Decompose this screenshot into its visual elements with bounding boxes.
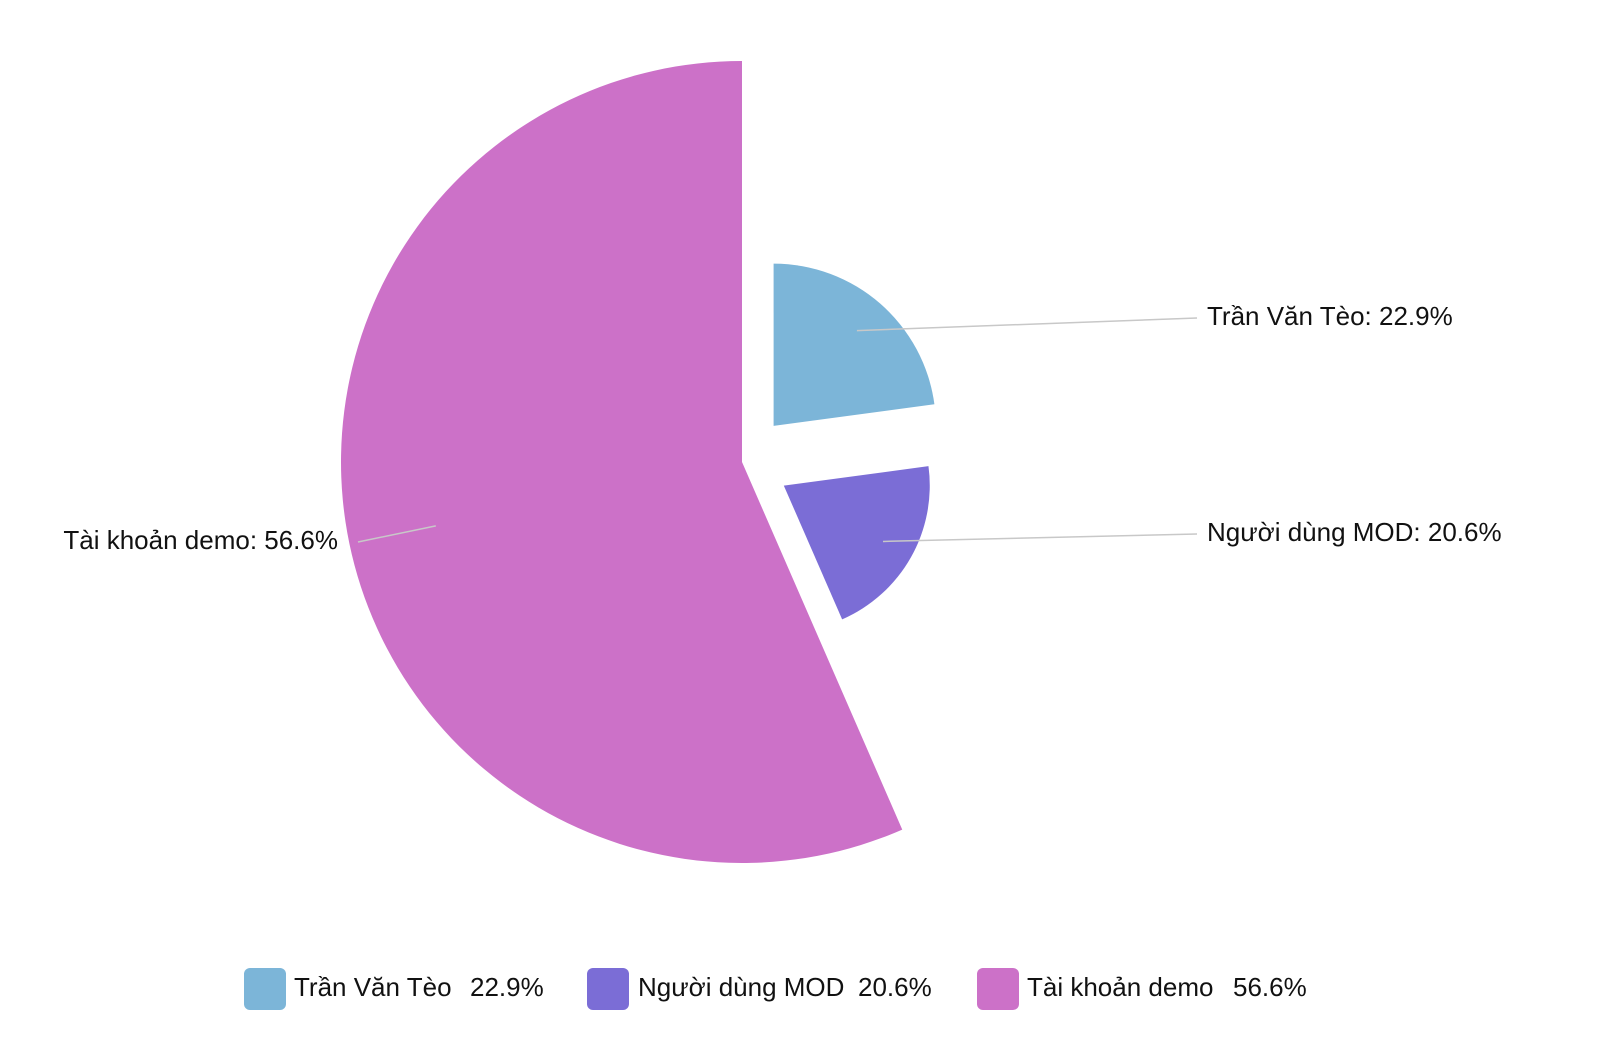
legend: Trần Văn Tèo 22.9% Người dùng MOD 20.6% Tài … [244, 968, 1307, 1010]
leader-line-3 [357, 525, 436, 543]
leader-line-1 [856, 317, 1198, 332]
leader-lines-layer [357, 317, 1198, 543]
legend-value-2: 20.6% [858, 972, 932, 1002]
legend-swatch-1 [244, 968, 286, 1010]
slices-layer [341, 61, 935, 863]
legend-swatch-2 [587, 968, 629, 1010]
slice-3[interactable] [341, 61, 903, 863]
data-label-3: Tài khoản demo: 56.6% [63, 525, 338, 555]
legend-item-3[interactable]: Tài khoản demo 56.6% [977, 968, 1307, 1010]
legend-value-3: 56.6% [1233, 972, 1307, 1002]
data-label-2: Người dùng MOD: 20.6% [1207, 517, 1502, 547]
legend-swatch-3 [977, 968, 1019, 1010]
leader-line-2 [882, 533, 1198, 543]
data-label-1: Trần Văn Tèo: 22.9% [1207, 301, 1453, 331]
legend-label-3: Tài khoản demo [1027, 972, 1213, 1002]
slice-1[interactable] [773, 263, 935, 426]
legend-item-2[interactable]: Người dùng MOD 20.6% [587, 968, 932, 1010]
legend-label-1: Trần Văn Tèo [294, 972, 452, 1002]
legend-label-2: Người dùng MOD [638, 972, 844, 1002]
data-labels-layer: Trần Văn Tèo: 22.9% Người dùng MOD: 20.6%… [63, 301, 1501, 555]
legend-item-1[interactable]: Trần Văn Tèo 22.9% [244, 968, 544, 1010]
slice-2[interactable] [783, 466, 930, 620]
legend-value-1: 22.9% [470, 972, 544, 1002]
